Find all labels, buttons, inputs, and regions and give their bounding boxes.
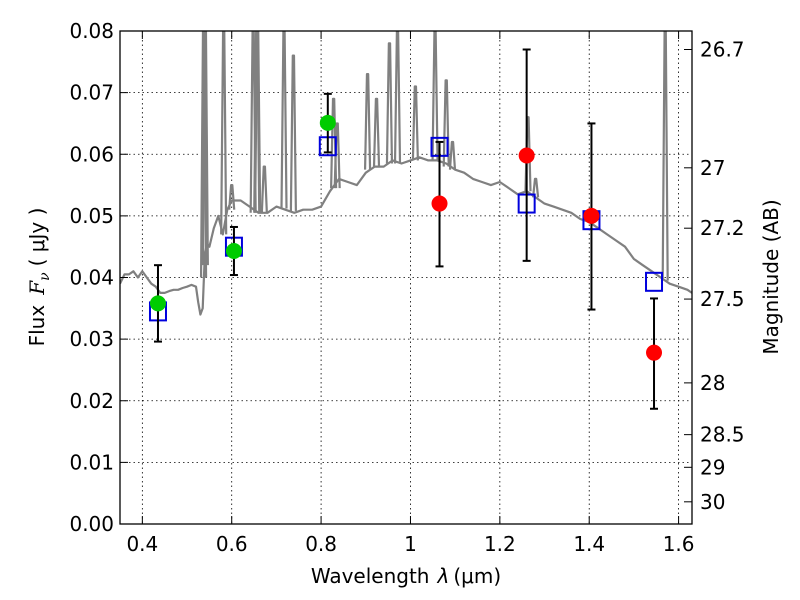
y2-tick-label: 30 bbox=[700, 490, 725, 514]
y2-axis-label: Magnitude (AB) bbox=[759, 199, 783, 354]
y2-tick-label: 27.5 bbox=[700, 287, 745, 311]
y2-tick-label: 27.2 bbox=[700, 216, 745, 240]
emission-line-spike bbox=[372, 97, 381, 167]
x-tick-label: 1.4 bbox=[573, 532, 605, 556]
observed-flux-point bbox=[518, 147, 535, 164]
y-tick-label: 0.08 bbox=[69, 19, 114, 43]
y-tick-label: 0.03 bbox=[69, 327, 114, 351]
y-tick-label: 0.05 bbox=[69, 204, 114, 228]
x-tick-label: 0.8 bbox=[305, 532, 337, 556]
y2-tick-label: 26.7 bbox=[700, 37, 745, 61]
y-tick-label: 0.00 bbox=[69, 512, 114, 536]
emission-line-spike bbox=[289, 54, 297, 211]
y-tick-label: 0.01 bbox=[69, 450, 114, 474]
y2-tick-label: 27 bbox=[700, 156, 725, 180]
plot-area bbox=[120, 31, 692, 410]
emission-line-spike bbox=[254, 31, 262, 213]
grid-lines bbox=[120, 30, 692, 525]
x-axis-label: Wavelength λ (μm) bbox=[311, 564, 501, 588]
observed-flux-point bbox=[646, 344, 663, 361]
x-tick-label: 1.2 bbox=[484, 532, 516, 556]
emission-line-spike bbox=[431, 31, 439, 161]
emission-line-spike bbox=[393, 31, 402, 164]
emission-line-spike bbox=[199, 31, 208, 278]
emission-line-spike bbox=[448, 140, 457, 170]
emission-line-spike bbox=[280, 31, 288, 209]
emission-line-spike bbox=[228, 183, 236, 210]
emission-line-spike bbox=[260, 165, 268, 213]
y-tick-label: 0.06 bbox=[69, 142, 114, 166]
y2-tick-label: 29 bbox=[700, 455, 725, 479]
emission-line-spike bbox=[385, 42, 394, 164]
x-tick-label: 1.6 bbox=[663, 532, 695, 556]
model-flux-box bbox=[645, 271, 664, 292]
emission-line-spike bbox=[442, 79, 450, 167]
observed-flux-point bbox=[149, 295, 166, 312]
emission-line-spike bbox=[411, 85, 419, 161]
y-axis-label: FluxFν( μJy ) bbox=[25, 208, 53, 347]
y-tick-label: 0.04 bbox=[69, 266, 114, 290]
x-tick-label: 1 bbox=[404, 532, 417, 556]
y-tick-label: 0.02 bbox=[69, 389, 114, 413]
axis-ticks: 0.4 0.6 0.8 1 1.2 1.4 1.6 0.00 0.01 0.02 0.03 0.04 0… bbox=[69, 19, 744, 556]
emission-line-spike bbox=[531, 177, 540, 198]
emission-line-spike bbox=[220, 31, 228, 235]
y2-tick-label: 28 bbox=[700, 371, 725, 395]
observed-flux-point bbox=[583, 207, 600, 224]
emission-line-spike bbox=[201, 31, 209, 266]
x-tick-label: 0.4 bbox=[126, 532, 158, 556]
emission-line-spike bbox=[363, 73, 372, 170]
observed-flux-point bbox=[225, 243, 242, 260]
y-tick-label: 0.07 bbox=[69, 81, 114, 105]
y2-tick-label: 28.5 bbox=[700, 423, 745, 447]
observed-flux-point bbox=[431, 195, 448, 212]
emission-line-spike bbox=[661, 31, 669, 281]
x-tick-label: 0.6 bbox=[216, 532, 248, 556]
observed-flux-point bbox=[319, 114, 336, 131]
